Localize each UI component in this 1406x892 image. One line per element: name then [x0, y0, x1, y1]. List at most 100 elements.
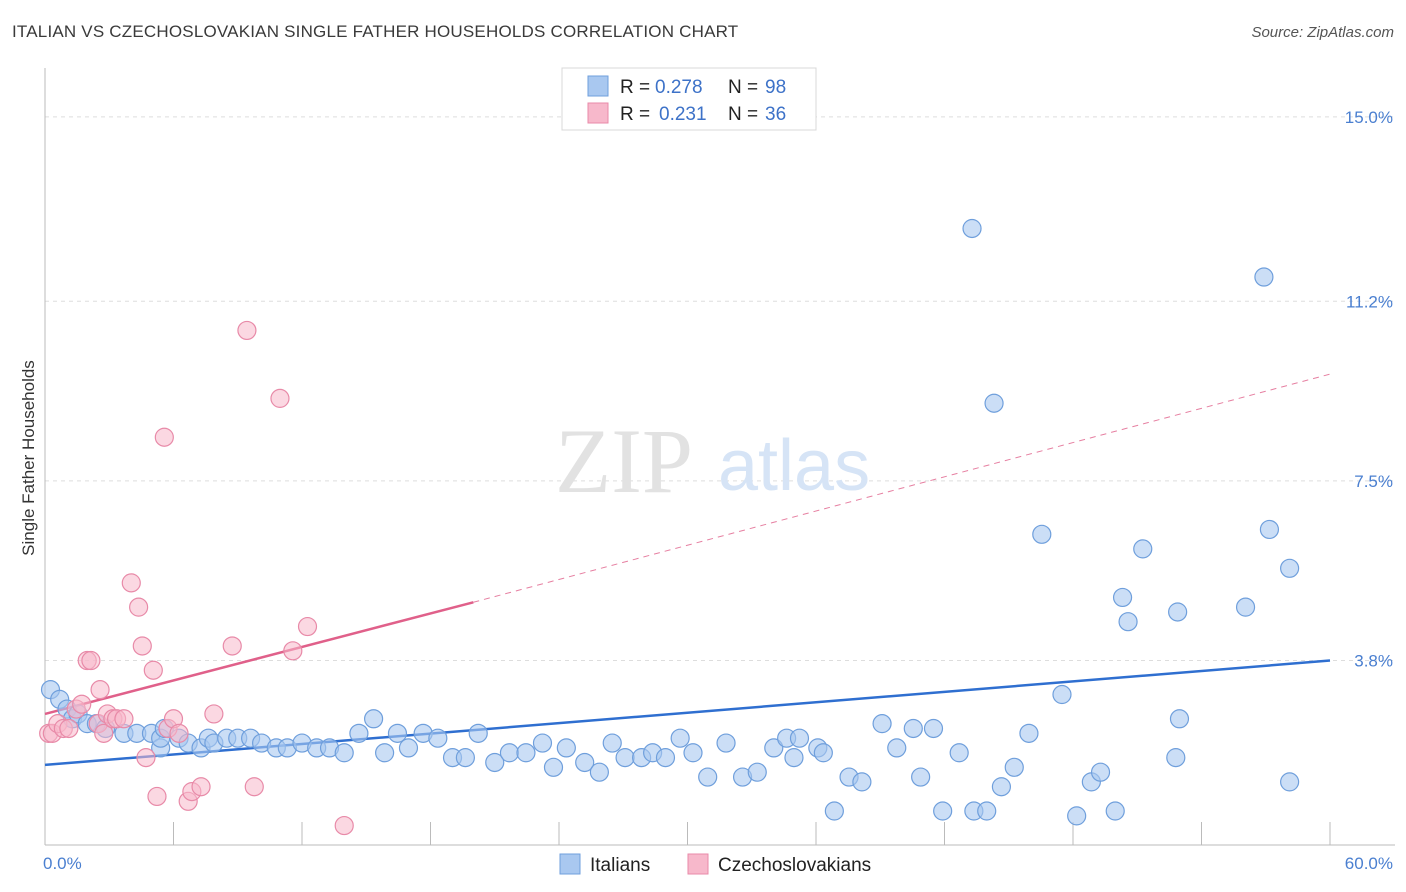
italians-point — [455, 748, 475, 768]
czechoslovakians-point — [72, 694, 92, 714]
italians-point — [789, 728, 810, 748]
italians-point — [1259, 519, 1280, 540]
italians-point — [1032, 524, 1052, 544]
italians-point — [1235, 597, 1256, 617]
italians-point — [824, 801, 844, 821]
italians-point — [1090, 762, 1111, 782]
italians-point — [784, 748, 804, 768]
italians-point — [683, 743, 703, 763]
chart-title: ITALIAN VS CZECHOSLOVAKIAN SINGLE FATHER… — [12, 22, 739, 41]
italians-point — [852, 772, 872, 792]
legend-italians-n-value: 98 — [765, 77, 786, 98]
italians-point — [1166, 748, 1186, 768]
czechoslovakians-point — [59, 718, 79, 739]
legend-italians-r-label: R = — [620, 77, 650, 98]
legend-czech-swatch — [587, 102, 609, 124]
italians-point — [911, 767, 931, 787]
czechoslovakians-point — [283, 641, 303, 661]
italians-point — [887, 738, 907, 758]
czechoslovakians-trend-line — [44, 601, 474, 716]
italians-point — [485, 752, 505, 773]
italians-point — [991, 777, 1012, 797]
czechoslovakians-point — [90, 680, 110, 700]
legend-czech-r-label: R = — [620, 104, 650, 125]
czechoslovakians-point — [147, 786, 167, 807]
source-label: Source: ZipAtlas.com — [1251, 24, 1394, 41]
czechoslovakians-point — [237, 320, 257, 341]
italians-point — [532, 733, 553, 753]
legend-italians-swatch — [587, 75, 609, 97]
czechoslovakians-point — [334, 815, 354, 836]
italians-point — [468, 723, 488, 743]
italians-point — [977, 801, 997, 821]
italians-point — [575, 752, 595, 773]
bottom-legend-czech-label: Czechoslovakians — [718, 855, 871, 876]
italians-point — [516, 743, 536, 763]
y-tick-label: 3.8% — [1354, 652, 1393, 671]
italians-point — [499, 743, 520, 763]
legend-czech-n-value: 36 — [765, 104, 786, 125]
czechoslovakians-point — [132, 636, 152, 656]
italians-point — [556, 738, 576, 758]
italians-point — [1052, 684, 1072, 705]
italians-point — [1105, 801, 1125, 821]
bottom-legend: Italians Czechoslovakians — [559, 853, 871, 876]
czechoslovakians-point — [222, 636, 242, 656]
italians-point — [398, 738, 419, 758]
italians-point — [428, 728, 448, 748]
czechoslovakians-point — [94, 723, 114, 743]
legend-italians-r-value: 0.278 — [655, 77, 703, 98]
watermark-zip: ZIP — [555, 410, 693, 512]
italians-point — [1133, 539, 1153, 559]
italians-point — [1169, 709, 1190, 729]
italians-point — [698, 767, 718, 787]
italians-point — [375, 743, 395, 763]
czechoslovakians-point — [204, 704, 224, 724]
czechoslovakians-point — [136, 748, 156, 768]
watermark: ZIP atlas — [555, 410, 870, 512]
italians-point — [813, 743, 833, 763]
italians-point — [655, 748, 676, 768]
italians-point — [1280, 558, 1300, 578]
legend-czech-n-label: N = — [728, 104, 758, 125]
czechoslovakians-point — [270, 388, 290, 408]
italians-point — [962, 218, 982, 239]
italians-point — [1019, 723, 1039, 743]
watermark-atlas: atlas — [718, 426, 870, 506]
czechoslovakians-point — [129, 597, 149, 617]
czechoslovakians-point — [114, 709, 134, 729]
czechoslovakians-point — [244, 777, 264, 797]
italians-point — [1254, 267, 1274, 287]
czechoslovakians-point — [169, 723, 189, 743]
legend-czech-r-value: 0.231 — [659, 104, 707, 125]
italians-point — [363, 709, 384, 729]
italians-point — [949, 743, 969, 763]
legend-italians-n-label: N = — [728, 77, 758, 98]
italians-points — [40, 218, 1300, 826]
italians-point — [670, 728, 690, 748]
italians-point — [1112, 587, 1133, 608]
czechoslovakians-point — [154, 427, 174, 447]
italians-point — [1280, 772, 1300, 792]
italians-point — [615, 748, 635, 768]
grid-lines — [45, 116, 1395, 662]
czechoslovakians-point — [81, 650, 101, 671]
y-tick-label: 11.2% — [1346, 292, 1393, 311]
x-tick-label: 0.0% — [43, 854, 82, 873]
italians-point — [984, 393, 1004, 413]
italians-point — [589, 762, 609, 782]
czechoslovakians-point — [191, 777, 211, 797]
bottom-legend-italians-swatch — [559, 853, 581, 875]
italians-point — [349, 723, 369, 743]
italians-point — [872, 714, 892, 734]
y-tick-label: 7.5% — [1354, 472, 1393, 491]
bottom-legend-italians-label: Italians — [590, 855, 650, 876]
italians-point — [747, 762, 767, 782]
italians-point — [602, 733, 622, 753]
y-axis-label: Single Father Households — [19, 360, 38, 556]
italians-point — [543, 757, 564, 777]
czechoslovakians-point — [297, 616, 318, 637]
italians-point — [923, 718, 944, 739]
bottom-legend-czech-swatch — [687, 853, 709, 875]
